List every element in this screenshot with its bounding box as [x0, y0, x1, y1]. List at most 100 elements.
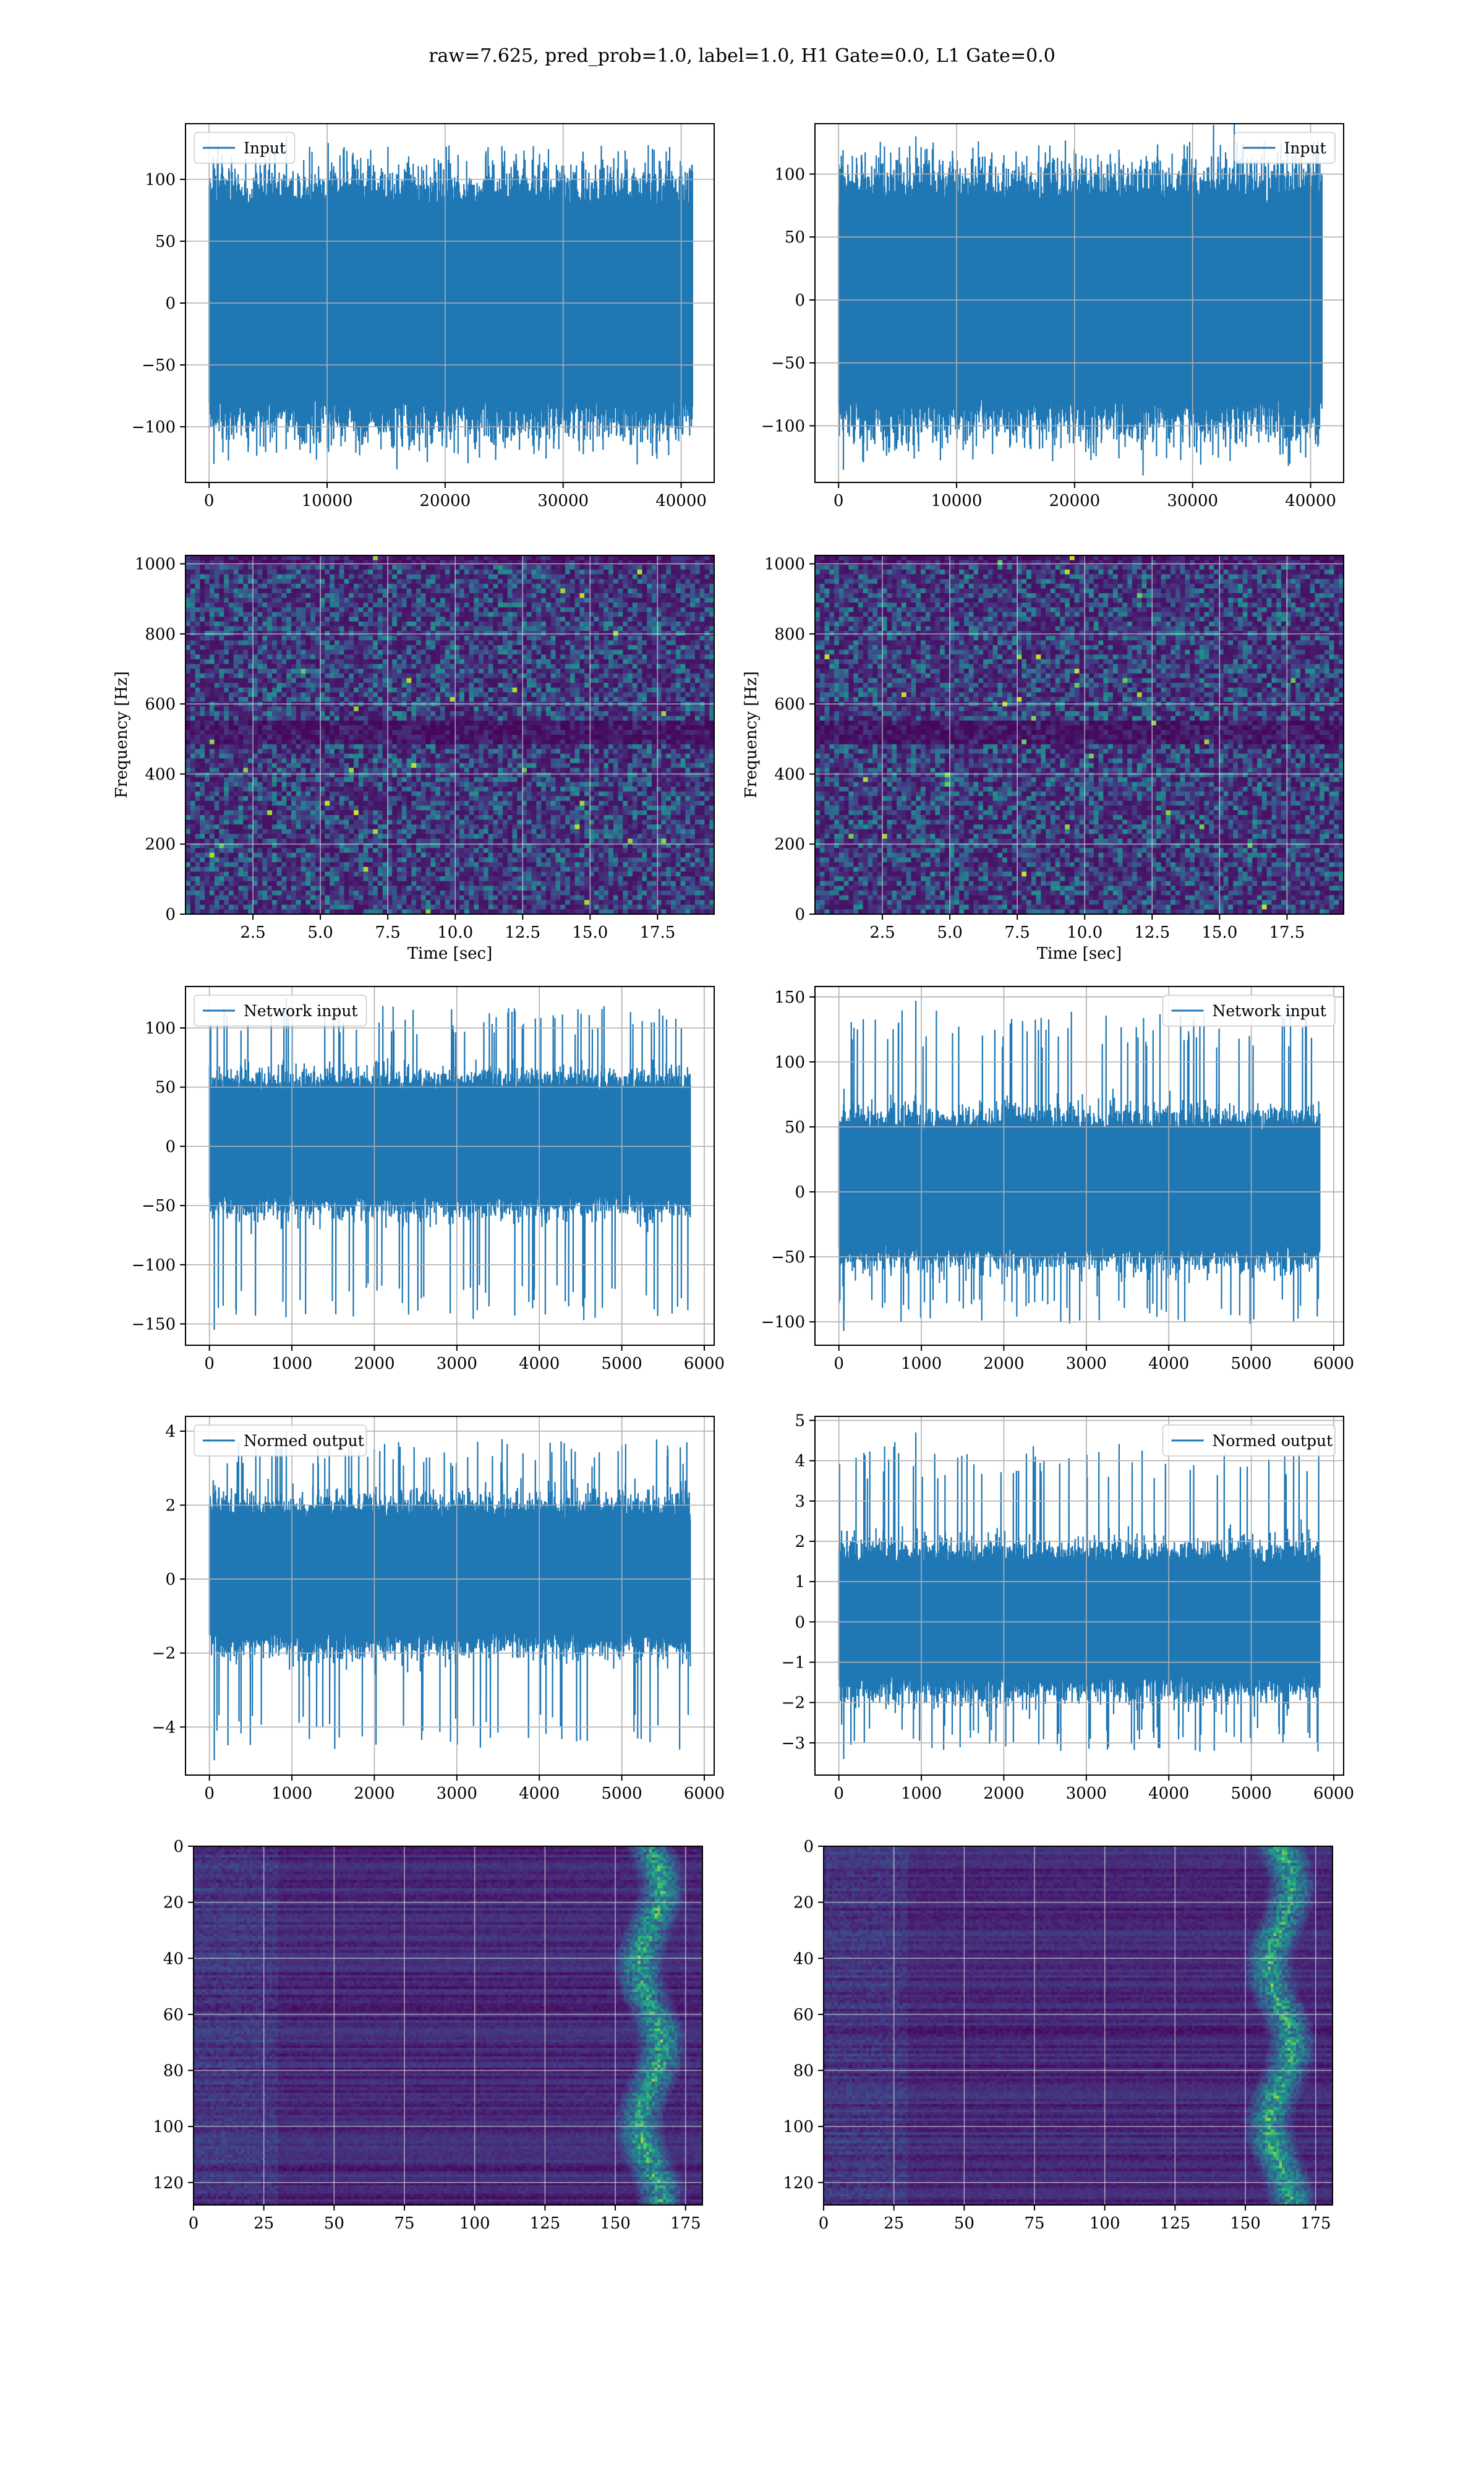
feature-map-h1-xtick-label: 150: [600, 2214, 631, 2233]
feature-map-l1-ytick-label: 20: [793, 1894, 814, 1912]
normed-output-l1-ytick-label: 4: [795, 1452, 805, 1471]
feature-map-h1-ytick-label: 20: [163, 1894, 184, 1912]
normed-output-h1-xtick-label: 6000: [684, 1784, 725, 1803]
feature-map-h1-ytick-label: 100: [153, 2118, 184, 2136]
spectrogram-l1-ytick-label: 600: [774, 695, 805, 714]
spectrogram-h1-xtick-label: 5.0: [307, 923, 333, 942]
input-l1-ytick-label: −50: [771, 354, 805, 373]
network-input-l1-plot-area: [815, 987, 1344, 1345]
normed-output-h1-ytick-label: −4: [152, 1718, 176, 1737]
normed-output-l1-xtick-label: 3000: [1066, 1784, 1107, 1803]
spectrogram-l1-ytick-label: 400: [774, 765, 805, 784]
spectrogram-l1-ytick-label: 200: [774, 836, 805, 854]
network-input-h1-ytick-label: 0: [165, 1137, 176, 1156]
network-input-l1-xtick-label: 2000: [983, 1355, 1024, 1373]
normed-output-l1-ytick-label: 2: [795, 1533, 805, 1551]
input-h1-ytick-label: 100: [145, 171, 176, 189]
feature-map-h1-xtick-label: 0: [189, 2214, 199, 2233]
spectrogram-l1-ytick-label: 800: [774, 625, 805, 644]
network-input-l1-legend-label: Network input: [1213, 1002, 1326, 1020]
normed-output-h1-series-band: [210, 1520, 691, 1630]
network-input-l1-xtick-label: 4000: [1148, 1355, 1189, 1373]
network-input-l1-ytick-label: −50: [771, 1248, 805, 1267]
network-input-h1-xtick-label: 1000: [271, 1355, 312, 1373]
normed-output-h1-xtick-label: 1000: [271, 1784, 312, 1803]
feature-map-l1-ytick-label: 60: [793, 2006, 814, 2024]
feature-map-l1-xtick-label: 50: [954, 2214, 974, 2233]
network-input-l1-xtick-label: 5000: [1231, 1355, 1272, 1373]
feature-map-l1-ytick-label: 100: [783, 2118, 814, 2136]
spectrogram-l1-plot-area: [815, 555, 1344, 915]
network-input-l1-ytick-label: 100: [774, 1053, 805, 1072]
spectrogram-h1-ytick-label: 800: [145, 625, 176, 644]
spectrogram-l1-xtick-label: 5.0: [937, 923, 962, 942]
normed-output-h1-legend-label: Normed output: [244, 1432, 364, 1450]
feature-map-h1-ytick-label: 0: [173, 1838, 184, 1856]
spectrogram-l1-ylabel: Frequency [Hz]: [742, 671, 761, 798]
feature-map-h1-ytick-label: 40: [163, 1950, 184, 1968]
spectrogram-l1-xtick-label: 10.0: [1067, 923, 1102, 942]
spectrogram-h1-plot-area: [186, 555, 715, 915]
feature-map-h1-ytick-label: 80: [163, 2062, 184, 2081]
network-input-h1-ytick-label: −50: [142, 1197, 176, 1215]
spectrogram-h1-xtick-label: 15.0: [572, 923, 608, 942]
feature-map-l1-plot-area: [824, 1846, 1333, 2206]
network-input-l1-legend: Network input: [1163, 995, 1336, 1026]
network-input-l1-panel: 0 1000 2000 3000 4000 5000 6000−100−5005010015…: [761, 987, 1355, 1373]
feature-map-l1-xtick-label: 125: [1160, 2214, 1191, 2233]
spectrogram-h1-xtick-label: 7.5: [375, 923, 400, 942]
network-input-l1-xtick-label: 0: [834, 1355, 844, 1373]
network-input-l1-xtick-label: 1000: [901, 1355, 942, 1373]
normed-output-l1-ytick-label: 5: [795, 1412, 805, 1431]
network-input-h1-ytick-label: 50: [155, 1079, 176, 1097]
input-h1-xtick-label: 20000: [420, 492, 471, 510]
input-h1-ytick-label: 0: [165, 294, 176, 313]
normed-output-l1-panel: 0 1000 2000 3000 4000 5000 6000−3−2−1012345Nor…: [782, 1412, 1354, 1803]
input-l1-xtick-label: 20000: [1049, 492, 1101, 510]
spectrogram-l1-xtick-label: 2.5: [869, 923, 895, 942]
spectrogram-l1-xlabel: Time [sec]: [1037, 944, 1122, 963]
input-l1-plot-area: [815, 123, 1344, 482]
spectrogram-h1-ytick-label: 600: [145, 695, 176, 714]
normed-output-h1-ytick-label: 2: [165, 1497, 176, 1515]
feature-map-l1-xtick-label: 25: [884, 2214, 904, 2233]
network-input-h1-xtick-label: 0: [204, 1355, 215, 1373]
feature-map-h1-xtick-label: 175: [670, 2214, 701, 2233]
normed-output-l1-xtick-label: 4000: [1148, 1784, 1189, 1803]
input-h1-ytick-label: 50: [155, 233, 176, 251]
input-h1-xtick-label: 30000: [537, 492, 589, 510]
spectrogram-h1-ylabel: Frequency [Hz]: [113, 671, 131, 798]
normed-output-l1-legend-label: Normed output: [1213, 1432, 1333, 1450]
normed-output-l1-xtick-label: 6000: [1313, 1784, 1354, 1803]
spectrogram-h1-xtick-label: 17.5: [639, 923, 675, 942]
network-input-h1-xtick-label: 6000: [684, 1355, 725, 1373]
spectrogram-h1-xtick-label: 12.5: [505, 923, 540, 942]
feature-map-l1-xtick-label: 75: [1024, 2214, 1044, 2233]
spectrogram-h1-ytick-label: 1000: [135, 555, 176, 574]
normed-output-l1-ytick-label: 1: [795, 1573, 805, 1591]
normed-output-h1-ytick-label: 4: [165, 1423, 176, 1441]
normed-output-h1-plot-area: [186, 1416, 714, 1775]
network-input-h1-series-band: [210, 1093, 691, 1194]
spectrogram-h1-heatmap-cells: [186, 555, 715, 915]
spectrogram-h1-ytick-label: 0: [165, 905, 176, 924]
network-input-h1-legend: Network input: [194, 995, 367, 1026]
network-input-l1-ytick-label: 0: [795, 1183, 805, 1202]
normed-output-h1-xtick-label: 4000: [519, 1784, 560, 1803]
input-h1-legend: Input: [194, 132, 295, 163]
input-h1-ytick-label: −50: [142, 356, 176, 375]
network-input-l1-ytick-label: −100: [761, 1313, 805, 1332]
feature-map-h1-plot-area: [194, 1846, 703, 2206]
spectrogram-l1-xtick-label: 12.5: [1134, 923, 1170, 942]
normed-output-l1-ytick-label: 3: [795, 1492, 805, 1511]
input-h1-plot-area: [186, 124, 714, 482]
feature-map-l1-ytick-label: 0: [803, 1838, 814, 1856]
normed-output-l1-xtick-label: 0: [834, 1784, 844, 1803]
feature-map-l1-heatmap-cells: [824, 1846, 1333, 2206]
input-h1-legend-label: Input: [244, 139, 286, 157]
input-l1-ytick-label: 50: [785, 228, 805, 247]
input-l1-xtick-label: 30000: [1167, 492, 1218, 510]
network-input-h1-ytick-label: 100: [145, 1019, 176, 1038]
